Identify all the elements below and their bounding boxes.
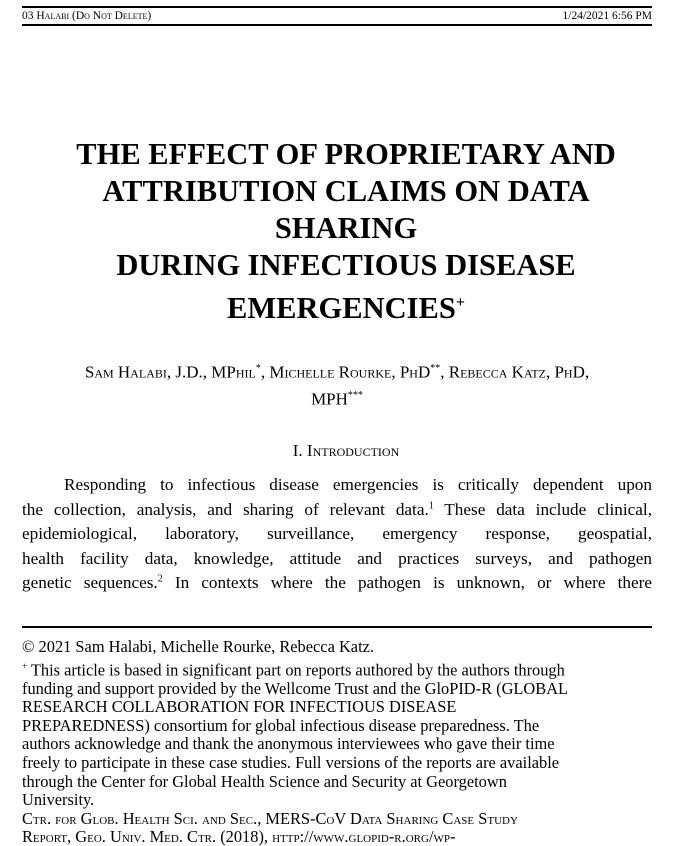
copyright-notice: © 2021 Sam Halabi, Michelle Rourke, Rebe…	[22, 637, 374, 656]
footnote-line: + This article is based in significant p…	[22, 657, 662, 680]
citation-line: Report, Geo. Univ. Med. Ctr. (2018), htt…	[22, 827, 456, 846]
footnote-mark: *	[255, 363, 261, 374]
text-line: the collection, analysis, and sharing of…	[22, 498, 652, 523]
text-line: health facility data, knowledge, attitud…	[22, 548, 652, 568]
section-heading: I. Introduction	[292, 441, 400, 460]
footnote-line: RESEARCH COLLABORATION FOR INFECTIOUS DI…	[22, 697, 457, 717]
footnote-ref[interactable]: 1	[428, 499, 434, 511]
author-list: Sam Halabi, J.D., MPhil*, Michelle Rourk…	[84, 362, 590, 409]
text: the collection, analysis, and sharing of…	[22, 499, 429, 519]
footnote-line: freely to participate in these case stud…	[22, 753, 560, 773]
body-text: Responding to infectious disease emergen…	[22, 473, 652, 596]
footnote-line: through the Center for Global Health Sci…	[22, 771, 507, 791]
article-title: THE EFFECT OF PROPRIETARY AND ATTRIBUTIO…	[0, 136, 692, 327]
footnote-rule	[22, 626, 652, 628]
footnote-line: authors acknowledge and thank the anonym…	[22, 734, 555, 754]
footnote-mark: +	[22, 660, 28, 671]
text: These data include clinical,	[433, 499, 653, 519]
text-line: epidemiological, laboratory, surveillanc…	[22, 524, 652, 544]
footnote-line: University.	[22, 790, 95, 810]
title-text: EMERGENCIES	[227, 291, 456, 326]
title-line: DURING INFECTIOUS DISEASE	[116, 248, 576, 282]
author-name: Sam Halabi, J.D., MPhil	[84, 362, 256, 382]
title-line: EMERGENCIES+	[0, 284, 692, 327]
text: This article is based in significant par…	[27, 660, 565, 680]
footnotes: © 2021 Sam Halabi, Michelle Rourke, Rebe…	[22, 637, 662, 846]
footnote-mark: ***	[347, 389, 363, 401]
title-line: SHARING	[274, 211, 418, 245]
author-name: Rebecca Katz, PhD,	[448, 362, 590, 382]
header-top-rule	[22, 6, 652, 8]
running-header-date: 1/24/2021 6:56 PM	[562, 10, 652, 22]
footnote-mark: +	[455, 294, 465, 311]
title-line: ATTRIBUTION CLAIMS ON DATA	[102, 174, 590, 208]
text-line: genetic sequences.2 In contexts where th…	[22, 571, 652, 596]
author-name: Michelle Rourke, PhD	[269, 362, 431, 382]
title-line: THE EFFECT OF PROPRIETARY AND	[76, 137, 616, 171]
citation-line: Ctr. for Glob. Health Sci. and Sec., MER…	[22, 808, 518, 828]
running-header-left: 03 Halabi (Do Not Delete)	[22, 10, 152, 22]
author-degree: MPH	[311, 389, 348, 409]
footnote-line: funding and support provided by the Well…	[22, 678, 569, 698]
footnote-line: PREPAREDNESS) consortium for global infe…	[22, 715, 540, 735]
footnote-ref[interactable]: 2	[157, 573, 163, 585]
text-line: Responding to infectious disease emergen…	[64, 475, 652, 494]
header-bottom-rule	[22, 24, 652, 26]
text: genetic sequences.	[22, 573, 158, 593]
text: In contexts where the pathogen is unknow…	[162, 573, 652, 593]
footnote-mark: **	[430, 363, 441, 374]
